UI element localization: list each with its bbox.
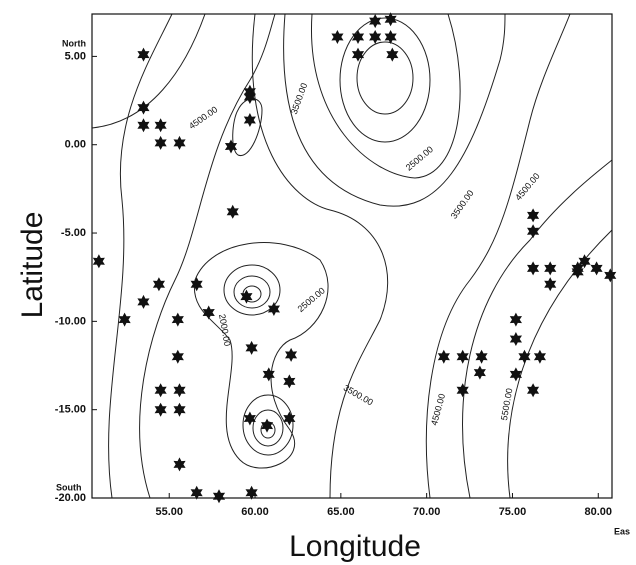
station-point xyxy=(154,402,167,417)
station-point xyxy=(544,261,557,276)
station-point xyxy=(456,383,469,398)
x-tick-label: 80.00 xyxy=(585,506,613,518)
station-point xyxy=(527,224,540,239)
station-point xyxy=(527,261,540,276)
station-point xyxy=(154,118,167,133)
station-point xyxy=(533,349,546,364)
x-tick-label: 65.00 xyxy=(327,506,355,518)
station-point xyxy=(473,365,486,380)
station-point xyxy=(243,90,256,104)
station-point xyxy=(351,30,365,44)
y-tick-label: -15.00 xyxy=(55,404,86,416)
station-point xyxy=(509,367,522,382)
station-point xyxy=(369,30,382,44)
station-point xyxy=(226,204,239,219)
station-point xyxy=(154,135,167,150)
station-point xyxy=(137,118,150,133)
contour-label: 3500.00 xyxy=(342,383,375,408)
y-tick-label: -20.00 xyxy=(55,492,86,504)
station-point xyxy=(571,261,584,276)
station-point xyxy=(202,305,215,320)
y-tick-label: 5.00 xyxy=(65,50,86,62)
contour-label: 3500.00 xyxy=(289,82,310,116)
y-axis-title: Latitude xyxy=(16,212,49,319)
x-axis-title: Longitude xyxy=(289,530,421,563)
x-tick-label: 75.00 xyxy=(499,506,527,518)
station-point xyxy=(267,302,280,316)
station-point xyxy=(544,277,557,292)
station-point xyxy=(243,113,256,127)
station-point xyxy=(137,294,150,309)
station-point xyxy=(384,30,397,44)
station-point xyxy=(154,383,167,398)
contour-label: 3500.00 xyxy=(449,188,476,220)
station-point xyxy=(283,411,296,426)
station-point xyxy=(171,349,184,364)
station-point xyxy=(475,349,488,364)
station-point xyxy=(283,374,296,389)
contour-label: 2500.00 xyxy=(404,144,435,173)
station-point xyxy=(152,277,165,292)
station-point xyxy=(224,139,238,154)
station-point xyxy=(245,485,258,500)
station-point xyxy=(245,340,258,355)
contour-lines xyxy=(92,14,612,498)
station-point xyxy=(173,135,186,150)
station-point xyxy=(92,254,105,269)
station-point xyxy=(384,12,397,27)
station-point xyxy=(137,47,150,62)
y-tick-label: -10.00 xyxy=(55,315,86,327)
x-tick-label: 60.00 xyxy=(241,506,269,518)
station-point xyxy=(578,254,591,269)
x-tick-label: 55.00 xyxy=(155,506,183,518)
corner-label: Eas xyxy=(614,526,630,536)
station-point xyxy=(437,349,450,364)
station-point xyxy=(262,367,275,382)
corner-label: South xyxy=(56,482,82,492)
station-point xyxy=(351,47,365,62)
station-point xyxy=(509,332,522,346)
contour-label: 2000.00 xyxy=(217,313,232,347)
station-point xyxy=(604,268,617,283)
contour-label: 4500.00 xyxy=(513,171,542,202)
station-point xyxy=(243,411,256,426)
station-point xyxy=(190,485,203,500)
station-point xyxy=(369,14,382,29)
station-point xyxy=(240,289,253,304)
corner-label: North xyxy=(62,38,86,48)
station-point xyxy=(118,312,131,327)
y-tick-label: 0.00 xyxy=(65,139,86,151)
station-point xyxy=(137,100,150,115)
station-point xyxy=(173,402,186,417)
plot-frame xyxy=(91,13,613,499)
station-point xyxy=(171,312,184,327)
contour-label: 4500.00 xyxy=(429,393,447,427)
station-point xyxy=(509,312,522,327)
station-point xyxy=(173,383,186,398)
station-point xyxy=(285,347,298,362)
station-point xyxy=(518,349,531,364)
station-point xyxy=(386,47,399,62)
station-point xyxy=(527,208,540,223)
contour-label: 4500.00 xyxy=(187,104,219,131)
x-tick-label: 70.00 xyxy=(413,506,441,518)
station-point xyxy=(261,418,274,433)
station-point xyxy=(456,349,469,364)
station-point xyxy=(590,261,603,276)
station-point xyxy=(212,489,226,504)
station-point xyxy=(527,383,540,398)
station-point xyxy=(190,277,203,292)
y-tick-label: -5.00 xyxy=(61,227,86,239)
contour-label: 5500.00 xyxy=(499,387,514,421)
station-point xyxy=(331,30,344,44)
station-point xyxy=(173,457,186,472)
